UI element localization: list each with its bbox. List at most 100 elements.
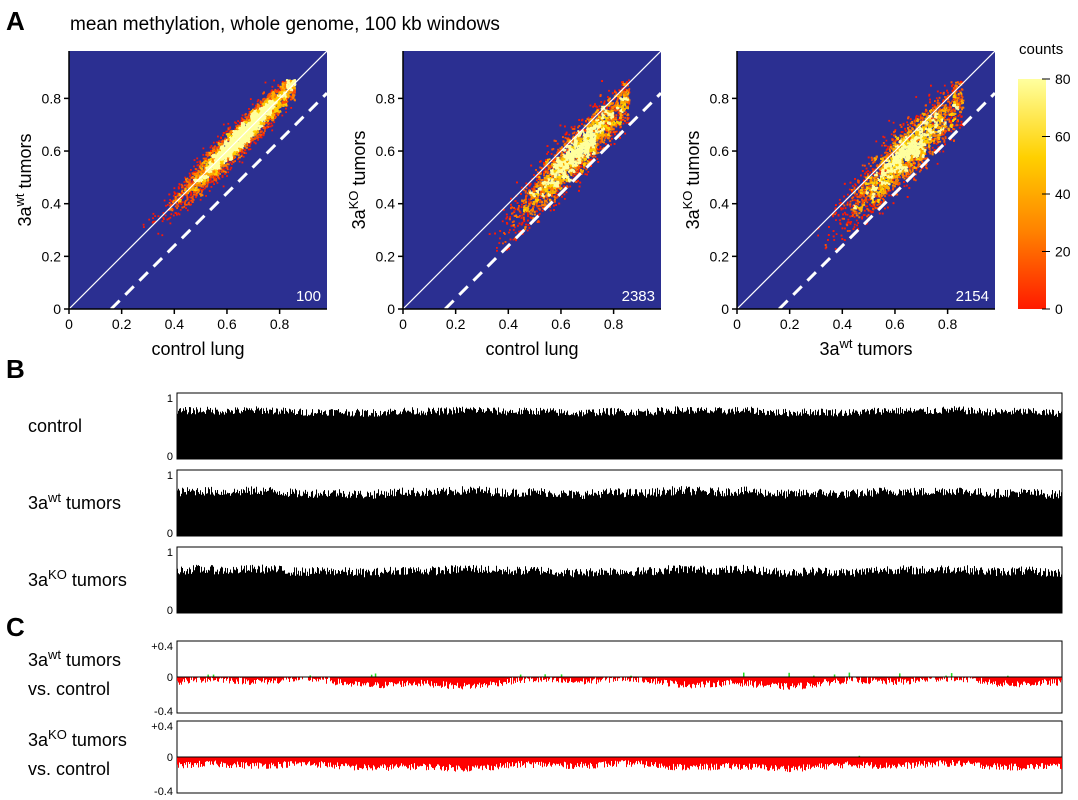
colorbar-tick-label: 20 — [1055, 244, 1071, 260]
y-tick-label: 0.4 — [376, 196, 396, 212]
y-axis-label: 3aKO tumors — [680, 131, 704, 230]
y-tick-label: 0.2 — [376, 248, 396, 264]
positive-difference-bar — [945, 675, 947, 677]
x-tick-label: 0 — [733, 316, 741, 332]
x-axis-label: control lung — [151, 339, 244, 359]
y-tick-label: 0.6 — [42, 143, 62, 159]
positive-difference-bar — [630, 675, 632, 677]
positive-difference-bar — [950, 673, 953, 677]
colorbar-tick-label: 0 — [1055, 301, 1063, 317]
y-tick-bottom: 0 — [167, 451, 173, 463]
positive-difference-bar — [1007, 675, 1009, 677]
x-axis-label: 3awt tumors — [819, 336, 912, 360]
track-label-line1: 3aKO tumors — [28, 727, 127, 751]
y-tick-label: 0.6 — [710, 143, 730, 159]
x-tick-label: 0.6 — [551, 316, 571, 332]
y-tick-label: 0 — [53, 301, 61, 317]
identity-line — [69, 51, 327, 309]
x-tick-label: 0.8 — [604, 316, 624, 332]
density-cloud — [817, 80, 965, 250]
x-tick-label: 0.4 — [833, 316, 853, 332]
x-tick-label: 0.4 — [499, 316, 519, 332]
positive-difference-bar — [519, 674, 522, 677]
x-tick-label: 0.8 — [270, 316, 290, 332]
y-axis-label: 3aKO tumors — [346, 131, 370, 230]
x-tick-label: 0.2 — [446, 316, 466, 332]
positive-difference-bar — [833, 674, 836, 677]
colorbar-gradient — [1018, 79, 1046, 309]
x-tick-label: 0.6 — [217, 316, 237, 332]
offset-dashed-line — [444, 92, 661, 309]
panel-letter-b: B — [6, 354, 25, 384]
x-tick-label: 0.2 — [112, 316, 132, 332]
diff-track-C-3awt: +0.4 0 -0.4 3awt tumors vs. control — [28, 640, 1063, 718]
track-B-control: 1 0 control — [28, 392, 1063, 463]
offset-dashed-line — [110, 92, 327, 309]
track-label-line2: vs. control — [28, 679, 110, 699]
track-label-line1: 3awt tumors — [28, 647, 121, 671]
positive-difference-bar — [370, 674, 373, 677]
positive-difference-bar — [813, 675, 815, 677]
panel-a-title: mean methylation, whole genome, 100 kb w… — [70, 14, 500, 35]
y-tick-top: +0.4 — [151, 641, 173, 653]
positive-difference-bar — [544, 674, 546, 677]
y-tick-top: 1 — [167, 470, 173, 482]
positive-difference-bar — [309, 675, 311, 677]
colorbar-tick-label: 60 — [1055, 129, 1071, 145]
positive-difference-bar — [207, 674, 209, 677]
y-tick-label: 0.4 — [42, 196, 62, 212]
diff-track-C-3aKO: +0.4 0 -0.4 3aKO tumors vs. control — [28, 720, 1063, 798]
count-label: 2154 — [956, 288, 989, 305]
x-axis-label: control lung — [485, 339, 578, 359]
y-tick-label: 0.8 — [710, 90, 730, 106]
positive-difference-bar — [560, 674, 563, 677]
colorbar-tick-label: 80 — [1055, 71, 1071, 87]
y-tick-label: 0 — [721, 301, 729, 317]
x-tick-label: 0.2 — [780, 316, 800, 332]
track-label: 3awt tumors — [28, 490, 121, 514]
heatmap-2: 2383 00 0.2 0.2 0.4 0.4 0.6 0.6 0.8 0.8 control lu… — [346, 51, 661, 359]
positive-difference-bar — [743, 672, 745, 677]
y-tick-bottom: -0.4 — [154, 786, 173, 798]
positive-difference-bar — [788, 672, 790, 677]
negative-difference-bars — [177, 757, 1062, 773]
colorbar-tick-label: 40 — [1055, 186, 1071, 202]
heatmap-1: 100 00 0.2 0.2 0.4 0.4 0.6 0.6 0.8 0.8 control lun… — [12, 51, 327, 359]
y-axis-label: 3awt tumors — [12, 133, 36, 226]
count-label: 100 — [296, 288, 321, 305]
y-tick-label: 0.8 — [42, 90, 62, 106]
identity-line — [403, 51, 661, 309]
count-label: 2383 — [622, 288, 655, 305]
y-tick-bottom: 0 — [167, 605, 173, 617]
positive-difference-bar — [899, 673, 901, 677]
identity-line — [737, 51, 995, 309]
y-tick-label: 0.4 — [710, 196, 730, 212]
panel-b-tracks: 1 0 control 1 0 3awt tumors 1 0 3aKO tumors — [28, 392, 1063, 617]
y-tick-label: 0.8 — [376, 90, 396, 106]
y-tick-top: +0.4 — [151, 721, 173, 733]
methylation-bars — [177, 564, 1062, 613]
y-tick-label: 0.2 — [42, 248, 62, 264]
heatmap-3: 2154 00 0.2 0.2 0.4 0.4 0.6 0.6 0.8 0.8 3awt tumor… — [680, 51, 995, 360]
positive-difference-bar — [212, 674, 215, 677]
track-label: 3aKO tumors — [28, 567, 127, 591]
x-tick-label: 0.4 — [165, 316, 185, 332]
panel-c-tracks: +0.4 0 -0.4 3awt tumors vs. control +0.4 0 -0.4… — [28, 640, 1063, 798]
x-tick-label: 0 — [399, 316, 407, 332]
positive-difference-bar — [858, 755, 861, 757]
negative-difference-bars — [177, 677, 1062, 690]
track-B-3aKO: 1 0 3aKO tumors — [28, 546, 1063, 617]
y-tick-label: 0.6 — [376, 143, 396, 159]
y-tick-bottom: 0 — [167, 528, 173, 540]
y-tick-bottom: -0.4 — [154, 706, 173, 718]
methylation-bars — [177, 486, 1062, 536]
positive-difference-bar — [848, 672, 851, 677]
panel-letter-c: C — [6, 612, 25, 642]
y-tick-top: 1 — [167, 547, 173, 559]
colorbar-title: counts — [1019, 41, 1063, 58]
methylation-bars — [177, 406, 1062, 459]
colorbar: counts 0 20 40 60 80 — [1018, 41, 1071, 317]
x-tick-label: 0.6 — [885, 316, 905, 332]
